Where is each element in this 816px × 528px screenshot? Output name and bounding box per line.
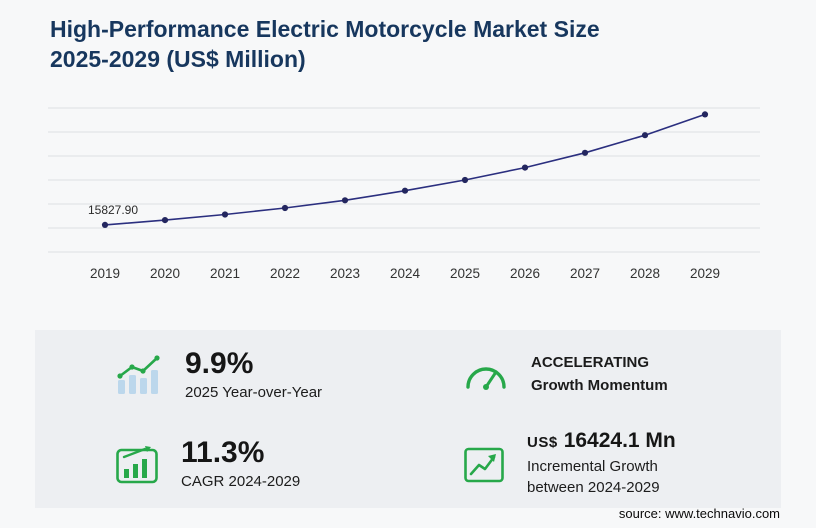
svg-text:2028: 2028 bbox=[630, 266, 660, 281]
yoy-label: 2025 Year-over-Year bbox=[185, 383, 323, 401]
source-attribution: source: www.technavio.com bbox=[618, 506, 780, 521]
svg-text:15827.90: 15827.90 bbox=[88, 203, 138, 217]
svg-text:2029: 2029 bbox=[690, 266, 720, 281]
incremental-label: Incremental Growth between 2024-2029 bbox=[527, 458, 660, 496]
chart-title-line2: 2025-2029 (US$ Million) bbox=[50, 46, 306, 73]
stat-incremental: US$ 16424.1 Mn Incremental Growth betwee… bbox=[408, 429, 781, 498]
stat-momentum: ACCELERATING Growth Momentum bbox=[408, 352, 781, 397]
cagr-value: 11.3% bbox=[181, 436, 265, 470]
chart-title-line1: High-Performance Electric Motorcycle Mar… bbox=[50, 16, 600, 42]
svg-text:2026: 2026 bbox=[510, 266, 540, 281]
svg-text:2022: 2022 bbox=[270, 266, 300, 281]
bar-chart-growth-icon bbox=[115, 354, 163, 396]
incremental-value: 16424.1 Mn bbox=[563, 429, 676, 453]
svg-text:2027: 2027 bbox=[570, 266, 600, 281]
yoy-value: 9.9% bbox=[185, 347, 254, 381]
boxed-trend-arrow-icon bbox=[463, 444, 505, 484]
svg-text:2025: 2025 bbox=[450, 266, 480, 281]
speedometer-icon bbox=[463, 358, 509, 392]
svg-text:2020: 2020 bbox=[150, 266, 180, 281]
boxed-bar-growth-icon bbox=[115, 443, 159, 485]
market-size-line-chart: 15827.90 2019 2020 2021 2022 2023 2024 2025 2026… bbox=[48, 107, 760, 281]
stats-panel: 9.9% 2025 Year-over-Year ACCELERATING Gr… bbox=[35, 330, 781, 508]
cagr-label: CAGR 2024-2029 bbox=[181, 472, 301, 490]
svg-text:2021: 2021 bbox=[210, 266, 240, 281]
stat-cagr: 11.3% CAGR 2024-2029 bbox=[35, 437, 408, 490]
momentum-value: ACCELERATING bbox=[531, 354, 650, 371]
svg-text:2023: 2023 bbox=[330, 266, 360, 281]
stat-yoy: 9.9% 2025 Year-over-Year bbox=[35, 348, 408, 401]
incremental-currency: US$ bbox=[527, 434, 558, 452]
svg-text:2019: 2019 bbox=[90, 266, 120, 281]
momentum-label: Growth Momentum bbox=[531, 376, 668, 394]
chart-title: High-Performance Electric Motorcycle Mar… bbox=[50, 14, 710, 75]
line-chart-area: 15827.90 2019 2020 2021 2022 2023 2024 2025 2026… bbox=[48, 94, 760, 286]
svg-text:2024: 2024 bbox=[390, 266, 421, 281]
